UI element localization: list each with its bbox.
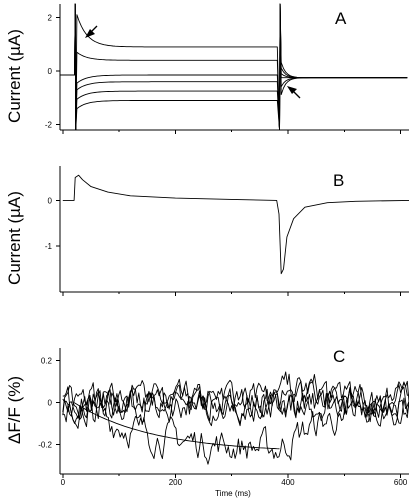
panel-c-trace-4 xyxy=(62,380,409,427)
panel-a-letter: A xyxy=(335,9,347,28)
panel-b-axes: -1 0 xyxy=(45,166,409,296)
panel-b: B Current (µA) -1 0 xyxy=(5,166,409,296)
panel-a-arrows xyxy=(85,25,301,99)
panel-c-axes: -0.2 0 0.2 0 200 400 600 xyxy=(38,348,409,487)
panel-c-traces xyxy=(62,371,409,465)
panel-c-y-label: ΔF/F (%) xyxy=(5,376,24,444)
panel-a-trace-5 xyxy=(60,3,408,131)
panel-a-axes: -2 0 2 xyxy=(45,4,409,134)
x-tick-label: 0 xyxy=(61,478,66,487)
panel-a-trace-4 xyxy=(60,3,408,131)
panel-a: A Current (µA) -2 0 2 xyxy=(5,3,409,134)
panel-c-trace-3 xyxy=(62,371,409,428)
panel-b-traces xyxy=(62,174,409,275)
panel-c-trace-5 xyxy=(62,385,409,465)
panel-c-x-label: Time (ms) xyxy=(215,489,251,498)
arrow-tail-head xyxy=(287,86,297,94)
panel-a-trace-2 xyxy=(60,3,408,131)
y-tick-label: -2 xyxy=(45,121,53,130)
panel-a-trace-1 xyxy=(60,3,408,131)
x-tick-label: 600 xyxy=(394,478,408,487)
y-tick-label: 0 xyxy=(48,196,53,205)
y-tick-label: -0.2 xyxy=(38,441,52,450)
y-tick-label: -1 xyxy=(45,242,53,251)
y-tick-label: 2 xyxy=(48,13,53,22)
panel-b-trace xyxy=(62,174,409,275)
y-tick-label: 0 xyxy=(48,399,53,408)
panel-b-letter: B xyxy=(333,171,344,190)
panel-a-y-label: Current (µA) xyxy=(5,29,24,123)
panel-a-trace-6 xyxy=(60,3,408,131)
panel-a-traces xyxy=(60,3,408,131)
arrow-upper-head xyxy=(85,29,95,38)
y-tick-label: 0.2 xyxy=(41,357,53,366)
panel-c-fit-curve xyxy=(73,402,280,450)
panel-c-letter: C xyxy=(333,347,345,366)
x-tick-label: 200 xyxy=(169,478,183,487)
panel-c: C ΔF/F (%) -0.2 0 0.2 0 200 400 600 Time (ms) xyxy=(5,347,409,498)
y-tick-label: 0 xyxy=(48,67,53,76)
panel-b-y-label: Current (µA) xyxy=(5,191,24,285)
panel-a-trace-3 xyxy=(60,3,408,131)
x-tick-label: 400 xyxy=(281,478,295,487)
